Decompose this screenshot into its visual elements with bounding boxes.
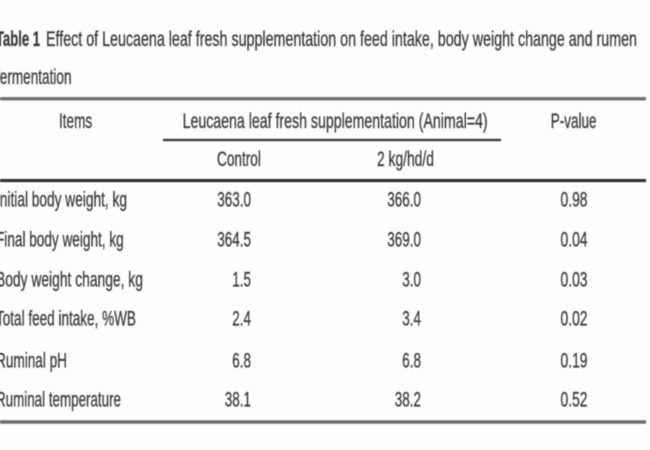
svg-text:38.2: 38.2 — [395, 389, 421, 412]
svg-text:0.52: 0.52 — [561, 389, 588, 412]
svg-text:Total feed intake, %WB: Total feed intake, %WB — [0, 308, 136, 331]
svg-text:2.4: 2.4 — [232, 308, 251, 331]
svg-text:Ruminal temperature: Ruminal temperature — [0, 389, 121, 412]
svg-text:Final body weight, kg: Final body weight, kg — [0, 229, 124, 252]
svg-text:Items: Items — [59, 110, 92, 133]
svg-text:6.8: 6.8 — [232, 350, 251, 373]
svg-text:0.04: 0.04 — [561, 229, 588, 252]
svg-text:369.0: 369.0 — [387, 229, 421, 252]
svg-text:0.02: 0.02 — [561, 308, 588, 331]
svg-text:P-value: P-value — [551, 110, 597, 133]
svg-text:3.4: 3.4 — [402, 308, 421, 331]
svg-text:fermentation: fermentation — [0, 66, 72, 89]
svg-text:Table 1: Table 1 — [0, 28, 40, 51]
svg-text:Ruminal pH: Ruminal pH — [0, 350, 67, 373]
svg-text:Leucaena leaf fresh supplement: Leucaena leaf fresh supplementation (Ani… — [183, 110, 488, 133]
svg-text:3.0: 3.0 — [402, 269, 421, 292]
svg-text:0.03: 0.03 — [561, 269, 588, 292]
svg-text:2 kg/hd/d: 2 kg/hd/d — [377, 148, 434, 171]
svg-text:0.98: 0.98 — [561, 189, 588, 212]
svg-text:Body weight change, kg: Body weight change, kg — [0, 269, 143, 292]
svg-text:Effect of Leucaena leaf fresh: Effect of Leucaena leaf fresh supplement… — [46, 28, 637, 51]
svg-text:38.1: 38.1 — [225, 389, 251, 412]
svg-text:Initial body weight, kg: Initial body weight, kg — [0, 189, 127, 212]
svg-text:364.5: 364.5 — [217, 229, 251, 252]
svg-text:1.5: 1.5 — [232, 269, 251, 292]
svg-text:0.19: 0.19 — [561, 350, 588, 373]
svg-text:6.8: 6.8 — [402, 350, 421, 373]
svg-text:Control: Control — [217, 148, 261, 171]
svg-text:363.0: 363.0 — [217, 189, 251, 212]
svg-text:366.0: 366.0 — [387, 189, 421, 212]
